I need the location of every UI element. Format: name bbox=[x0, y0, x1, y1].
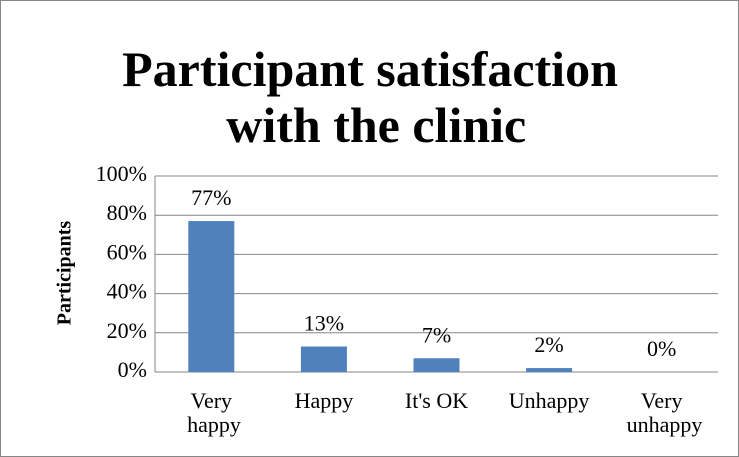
y-tick-label: 60% bbox=[107, 239, 147, 264]
y-tick-label: 40% bbox=[107, 279, 147, 304]
value-label: 13% bbox=[304, 311, 344, 336]
chart-title: Participant satisfaction with the clinic bbox=[122, 41, 618, 153]
y-tick-label: 20% bbox=[107, 318, 147, 343]
value-label: 77% bbox=[191, 185, 231, 210]
value-label: 2% bbox=[534, 332, 563, 357]
y-tick-label: 80% bbox=[107, 200, 147, 225]
x-tick-label: Happy bbox=[295, 388, 354, 413]
bar bbox=[300, 346, 347, 372]
bar bbox=[413, 358, 460, 372]
x-tick-label: Very unhappy bbox=[621, 388, 702, 437]
bar bbox=[188, 221, 235, 372]
y-axis-label: Participants bbox=[54, 221, 76, 326]
y-tick-label: 0% bbox=[118, 357, 147, 382]
x-tick-label: Unhappy bbox=[509, 388, 590, 413]
value-label: 7% bbox=[422, 322, 451, 347]
value-label: 0% bbox=[647, 336, 676, 361]
y-tick-label: 100% bbox=[96, 161, 147, 186]
x-tick-label: It's OK bbox=[405, 388, 468, 413]
bar bbox=[526, 368, 573, 372]
x-tick-label: Very happy bbox=[182, 388, 241, 437]
